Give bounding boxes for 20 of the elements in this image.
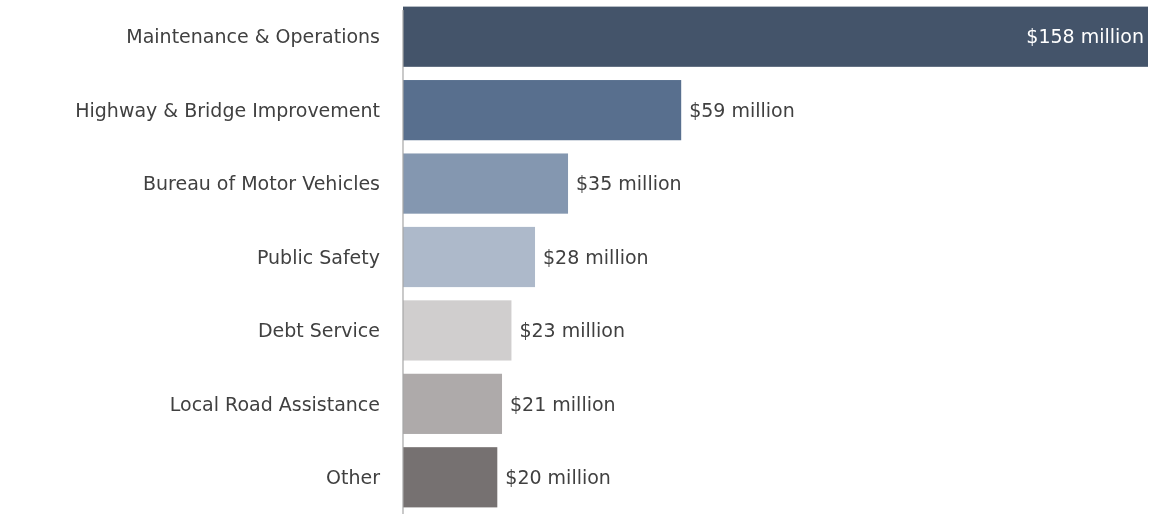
data-label: $158 million [1026, 25, 1144, 48]
y-tick-label: Other [326, 465, 381, 488]
data-label: $23 million [519, 319, 626, 342]
y-tick-label: Maintenance & Operations [126, 25, 380, 48]
data-label: $59 million [689, 98, 795, 121]
y-tick-label: Public Safety [256, 245, 380, 268]
y-tick-label: Debt Service [257, 319, 380, 342]
bar [403, 80, 682, 141]
y-tick-label: Highway & Bridge Improvement [75, 98, 380, 121]
data-label: $21 million [510, 392, 616, 415]
data-label: $20 million [505, 465, 611, 488]
data-label: $28 million [543, 245, 649, 268]
bar [403, 6, 1148, 67]
bar [403, 153, 569, 214]
bar [403, 300, 512, 361]
y-tick-label: Bureau of Motor Vehicles [142, 172, 380, 195]
data-label: $35 million [576, 172, 682, 195]
y-tick-label: Local Road Assistance [169, 392, 380, 415]
bar [403, 226, 536, 288]
bar [403, 447, 498, 508]
